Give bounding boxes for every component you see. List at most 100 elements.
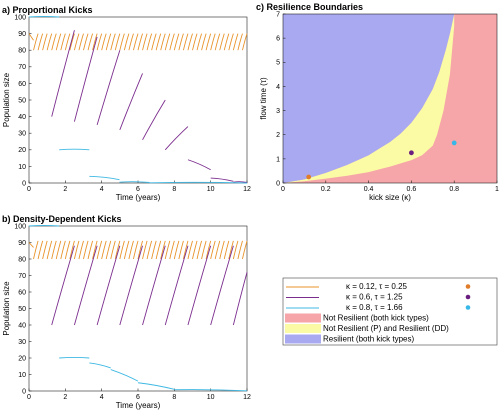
b-series-orange-segment xyxy=(155,240,162,260)
b-ytick-label: 60 xyxy=(18,289,26,296)
legend-dot xyxy=(465,294,471,300)
a-series-cyan-segment xyxy=(119,181,150,183)
a-xtick-label: 10 xyxy=(207,186,215,193)
c-point xyxy=(306,174,312,180)
legend-entry-label: Not Resilient (both kick types) xyxy=(323,314,429,323)
a-series-orange-segment xyxy=(196,33,203,51)
b-ytick-label: 70 xyxy=(18,273,26,280)
b-series-orange-segment xyxy=(201,240,207,260)
a-series-orange-segment xyxy=(37,33,44,51)
a-axes-frame xyxy=(28,16,248,184)
b-series-cyan-segment xyxy=(137,382,175,390)
b-xtick-label: 8 xyxy=(172,394,176,401)
a-series-orange-segment xyxy=(242,33,248,51)
a-series-orange-segment xyxy=(42,33,48,51)
a-ytick-label: 30 xyxy=(18,131,26,138)
b-ytick-label: 90 xyxy=(18,240,26,247)
c-xlabel: kick size (κ) xyxy=(369,193,411,202)
b-series-orange-segment xyxy=(114,240,121,260)
b-series-orange-segment xyxy=(178,240,184,260)
b-series-orange-segment xyxy=(64,240,71,260)
a-xtick-label: 8 xyxy=(172,186,176,193)
a-ytick-label: 70 xyxy=(18,64,26,71)
a-series-orange-segment xyxy=(214,33,221,51)
legend-entry-label: Not Resilient (P) and Resilient (DD) xyxy=(323,324,449,333)
c-ytick-label: 7 xyxy=(276,11,280,18)
a-series-orange-segment xyxy=(223,33,230,51)
b-ytick-label: 40 xyxy=(18,322,26,329)
c-ytick-label: 6 xyxy=(276,36,280,43)
b-series-orange-segment xyxy=(92,240,98,260)
b-ytick-label: 50 xyxy=(18,306,26,313)
b-series-orange-segment xyxy=(164,240,171,260)
a-series-orange-segment xyxy=(178,33,184,51)
b-series-cyan-segment xyxy=(174,389,248,392)
b-ytick-label: 80 xyxy=(18,256,26,263)
b-series-orange-segment xyxy=(232,240,239,260)
a-series-purple-segment xyxy=(142,99,166,141)
a-series-orange-segment xyxy=(60,33,66,51)
c-ytick-label: 5 xyxy=(276,60,280,67)
a-series-orange-segment xyxy=(237,33,243,51)
c-region-resilient xyxy=(283,14,455,183)
c-xtick-label: 0.2 xyxy=(321,186,331,193)
a-series-orange-segment xyxy=(205,33,212,51)
a-series-orange-segment xyxy=(46,33,53,51)
a-series-purple-segment xyxy=(96,50,121,126)
legend-entry-label: κ = 0.6, τ = 1.25 xyxy=(346,293,403,302)
a-series-orange-segment xyxy=(151,33,157,51)
b-series-orange-segment xyxy=(137,240,143,260)
b-series-orange-segment xyxy=(42,240,48,260)
b-series-orange-segment xyxy=(133,240,139,260)
b-series-purple-segment xyxy=(187,245,212,326)
b-series-orange-segment xyxy=(182,240,189,260)
a-series-orange-segment xyxy=(169,33,175,51)
a-series-orange-segment xyxy=(210,33,216,51)
a-ytick-label: 90 xyxy=(18,31,26,38)
a-series-orange-segment xyxy=(73,33,80,51)
b-series-orange-segment xyxy=(205,240,212,260)
a-series-orange-segment xyxy=(201,33,207,51)
b-series-purple-segment xyxy=(210,245,234,326)
legend-patch-swatch xyxy=(285,324,321,333)
a-ytick-label: 60 xyxy=(18,81,26,88)
a-series-orange-segment xyxy=(51,33,57,51)
b-xtick-label: 6 xyxy=(136,394,140,401)
b-ytick-label: 0 xyxy=(22,388,26,395)
a-series-cyan-segment xyxy=(89,175,120,181)
a-series-orange-segment xyxy=(146,33,153,51)
a-series-orange-segment xyxy=(78,33,84,51)
b-series-orange-segment xyxy=(96,240,103,260)
a-xtick-label: 6 xyxy=(136,186,140,193)
b-series-orange-segment xyxy=(169,240,175,260)
legend-entry-label: Resilient (both kick types) xyxy=(323,335,414,344)
a-series-orange-segment xyxy=(83,33,89,51)
a-ylabel: Population size xyxy=(2,72,11,127)
b-axes-frame xyxy=(28,225,248,392)
a-ytick-label: 50 xyxy=(18,97,26,104)
a-title: a) Proportional Kicks xyxy=(2,5,93,15)
legend-dot xyxy=(465,305,471,310)
a-series-orange-segment xyxy=(160,33,166,51)
c-xtick-label: 1 xyxy=(495,186,499,193)
b-series-orange-segment xyxy=(128,240,134,260)
b-ytick-label: 10 xyxy=(18,372,26,379)
b-series-orange-segment xyxy=(151,240,157,260)
a-series-purple-segment xyxy=(164,126,189,151)
a-series-orange-segment xyxy=(33,33,39,51)
b-series-orange-segment xyxy=(73,240,80,260)
a-series-orange-segment xyxy=(123,33,130,51)
a-series-orange-segment xyxy=(228,33,234,51)
c-ytick-label: 2 xyxy=(276,132,280,139)
b-series-orange-segment xyxy=(228,240,234,260)
b-title: b) Density-Dependent Kicks xyxy=(2,214,122,224)
c-xtick-label: 0.4 xyxy=(364,186,374,193)
b-series-orange-segment xyxy=(87,240,94,260)
a-series-orange-segment xyxy=(137,33,143,51)
b-series-orange-segment xyxy=(173,240,180,260)
legend-entry-label: κ = 0.8, τ = 1.66 xyxy=(346,303,403,312)
b-series-orange-segment xyxy=(78,240,84,260)
b-series-orange-segment xyxy=(83,240,89,260)
c-xtick-label: 0.8 xyxy=(449,186,459,193)
